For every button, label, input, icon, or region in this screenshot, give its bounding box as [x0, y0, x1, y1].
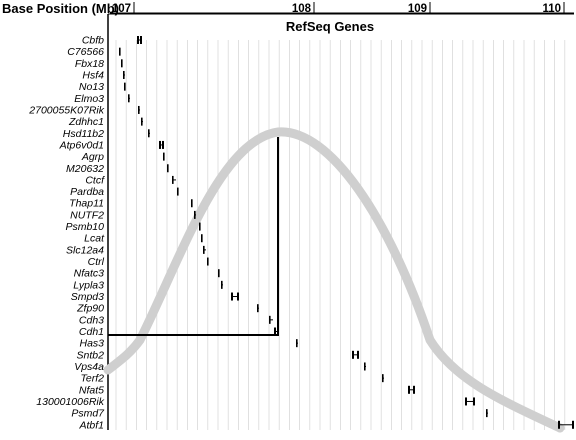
axis-tick-label: 109	[408, 3, 427, 15]
gene-label: Pardba	[70, 186, 104, 198]
gene-exon	[237, 292, 239, 301]
gene-exon	[159, 140, 161, 149]
gene-label: Cbfb	[82, 35, 104, 47]
gene-exon	[274, 327, 276, 336]
gene-label: Zfp90	[76, 303, 104, 315]
gene-label: Atp6v0d1	[59, 139, 104, 151]
gene-label: Has3	[79, 338, 104, 350]
gene-label: NUTF2	[70, 209, 104, 221]
gene-label: Nfatc3	[74, 268, 105, 280]
gene-exon	[357, 350, 359, 359]
gene-exon	[203, 245, 205, 254]
gene-exon	[141, 117, 143, 126]
grid-lines	[115, 40, 566, 430]
gene-label: Hsf4	[82, 69, 104, 81]
gene-label: Ctrl	[88, 256, 105, 268]
gene-exon	[194, 210, 196, 219]
gene-label: Psmb10	[65, 221, 104, 233]
gene-exon	[121, 59, 123, 68]
gene-exon	[137, 36, 139, 44]
axis-tick-label: 110	[542, 3, 561, 15]
gene-labels: CbfbC76566Fbx18Hsf4No13Elmo32700055K07Ri…	[28, 35, 105, 432]
gene-exon	[352, 350, 354, 359]
axis-ticks: 107 108 109 110	[112, 2, 565, 15]
gene-label: M20632	[66, 163, 104, 175]
gene-label: No13	[79, 81, 104, 93]
gene-exon	[162, 140, 164, 149]
gene-exon	[486, 409, 488, 418]
gene-exon	[119, 47, 121, 56]
gene-label: Atbf1	[78, 419, 104, 431]
gene-label: Cdh1	[79, 326, 104, 338]
gene-label: Zdhhc1	[68, 116, 104, 128]
gene-exon	[221, 280, 223, 289]
track-label: RefSeq Genes	[286, 19, 374, 34]
gene-exon	[269, 315, 271, 324]
gene-exon	[465, 397, 467, 406]
gene-label: Psmd7	[71, 408, 105, 420]
gene-exon	[218, 269, 220, 278]
gene-exon	[199, 222, 201, 231]
gene-exon	[382, 374, 384, 383]
gene-label: Hsd11b2	[63, 128, 104, 140]
gene-exon	[364, 362, 366, 371]
gene-label: Lcat	[84, 233, 105, 245]
gene-exon	[413, 385, 415, 394]
gene-label: 130001006Rik	[36, 396, 104, 408]
gene-label: Ctcf	[85, 174, 105, 186]
gene-label: Thap11	[69, 198, 104, 210]
gene-exon	[207, 257, 209, 266]
gene-label: C76566	[67, 46, 104, 58]
gene-label: Fbx18	[75, 58, 104, 70]
gene-exon	[277, 327, 279, 336]
axis-tick-label: 107	[112, 3, 131, 15]
linkage-curve	[103, 127, 565, 433]
axis-title: Base Position (Mb)	[2, 1, 119, 16]
gene-exon	[572, 420, 574, 429]
gene-exon	[201, 234, 203, 243]
gene-label: Sntb2	[77, 349, 105, 361]
gene-marks	[119, 36, 574, 429]
gene-label: Nfat5	[79, 384, 104, 396]
gene-exon	[558, 420, 560, 429]
gene-label: Terf2	[80, 373, 104, 385]
gene-exon	[177, 187, 179, 196]
gene-exon	[473, 397, 475, 406]
gene-exon	[167, 164, 169, 173]
gene-exon	[138, 105, 140, 114]
gene-label: Cdh3	[79, 314, 104, 326]
axis-tick-label: 108	[292, 3, 312, 15]
gene-exon	[172, 175, 174, 184]
gene-exon	[231, 292, 233, 301]
gene-exon	[191, 199, 193, 208]
gene-exon	[123, 70, 125, 79]
gene-label: Smpd3	[71, 291, 104, 303]
gene-exon	[148, 129, 150, 138]
gene-exon	[140, 36, 142, 44]
gene-exon	[128, 94, 130, 103]
gene-exon	[124, 82, 126, 91]
gene-label: Agrp	[81, 151, 104, 163]
gene-label: Slc12a4	[66, 244, 104, 256]
gene-exon	[296, 339, 298, 348]
gene-label: Elmo3	[74, 93, 104, 105]
gene-exon	[257, 304, 259, 313]
gene-exon	[408, 385, 410, 394]
gene-label: 2700055K07Rik	[28, 104, 104, 116]
gene-exon	[163, 152, 165, 161]
gene-label: Vps4a	[74, 361, 104, 373]
gene-label: Lypla3	[73, 279, 104, 291]
